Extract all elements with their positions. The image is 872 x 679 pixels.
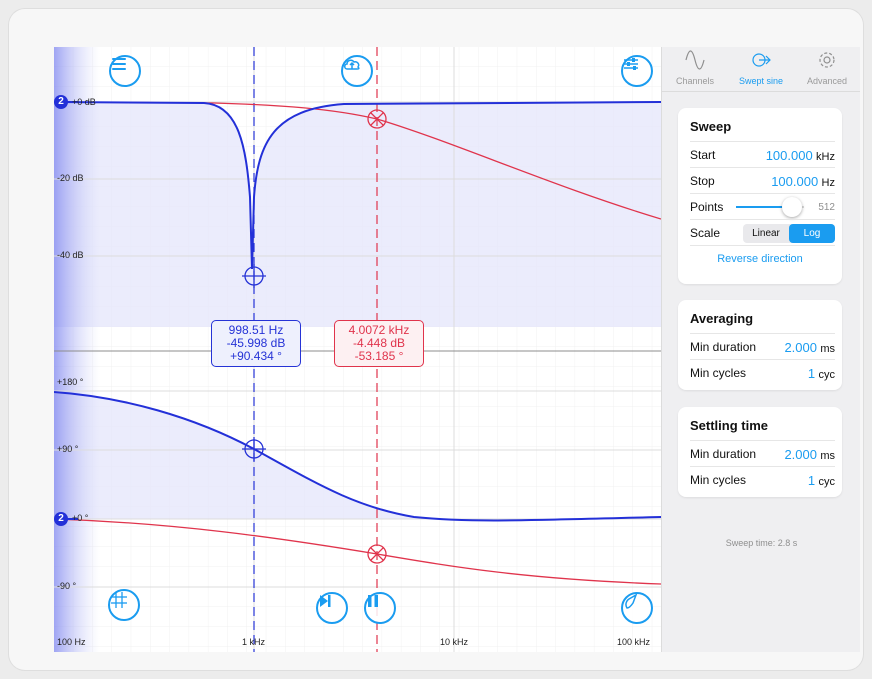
phase-fill xyxy=(54,392,661,521)
settling-card: Settling time Min duration 2.000 ms Min … xyxy=(678,407,842,497)
tab-advanced[interactable]: Advanced xyxy=(794,47,860,91)
cursor-blue-phase: +90.434 ° xyxy=(230,349,282,363)
menu-button[interactable] xyxy=(109,55,141,87)
sidebar-tabs: Channels Swept sine Advanced xyxy=(662,47,860,92)
channel-badge-mag[interactable]: 2 xyxy=(54,95,68,109)
step-play-button[interactable] xyxy=(316,592,348,624)
mag-label-40: -40 dB xyxy=(57,250,84,260)
scale-log-option[interactable]: Log xyxy=(789,224,835,243)
phase-label-90: +90 ° xyxy=(57,444,79,454)
probe-button[interactable] xyxy=(621,592,653,624)
tab-swept-sine-label: Swept sine xyxy=(738,76,784,86)
bode-plot[interactable]: +0 dB -20 dB -40 dB +180 ° +90 ° +0 ° -9… xyxy=(54,47,661,652)
magnitude-curve-blue xyxy=(54,101,661,270)
points-slider-knob[interactable] xyxy=(782,197,802,217)
cursor-blue-freq: 998.51 Hz xyxy=(228,323,284,337)
sweep-points-label: Points xyxy=(690,200,724,214)
sweep-points-row: Points 512 xyxy=(690,193,835,220)
channel-badge-phase[interactable]: 2 xyxy=(54,512,68,526)
cursor-marker-red-mag xyxy=(367,109,387,129)
cursor-marker-blue-phase xyxy=(242,437,266,461)
device-frame: +0 dB -20 dB -40 dB +180 ° +90 ° +0 ° -9… xyxy=(9,9,863,670)
cloud-upload-icon xyxy=(344,59,360,70)
settings-sidebar: Channels Swept sine Advanced Sweep Start… xyxy=(661,47,860,652)
settling-duration-row[interactable]: Min duration 2.000 ms xyxy=(690,440,835,467)
cursor-readout-blue[interactable]: 998.51 Hz -45.998 dB +90.434 ° xyxy=(211,320,301,367)
settling-duration-label: Min duration xyxy=(690,447,757,461)
freq-label-1khz: 1 kHz xyxy=(242,637,266,647)
points-slider-fill xyxy=(736,206,792,208)
freq-label-10khz: 10 kHz xyxy=(440,637,469,647)
averaging-title: Averaging xyxy=(690,311,754,326)
sweep-scale-row: Scale Linear Log xyxy=(690,219,835,246)
sweep-stop-row[interactable]: Stop 100.000 Hz xyxy=(690,167,835,194)
magnitude-fill xyxy=(54,102,661,327)
pause-icon xyxy=(368,595,378,607)
sweep-stop-value[interactable]: 100.000 Hz xyxy=(771,174,835,189)
sine-wave-icon xyxy=(685,50,705,70)
probe-icon xyxy=(625,594,638,609)
grid-icon xyxy=(111,592,127,608)
sweep-card: Sweep Start 100.000 kHz Stop 100.000 Hz … xyxy=(678,108,842,284)
mag-label-20: -20 dB xyxy=(57,173,84,183)
reverse-row: Reverse direction xyxy=(690,245,835,284)
averaging-duration-label: Min duration xyxy=(690,340,757,354)
reverse-direction-link[interactable]: Reverse direction xyxy=(717,253,803,265)
cursor-marker-red-phase xyxy=(367,544,387,564)
settling-duration-value[interactable]: 2.000 ms xyxy=(784,447,835,462)
pause-button[interactable] xyxy=(364,592,396,624)
phase-label-180: +180 ° xyxy=(57,377,84,387)
grid-button[interactable] xyxy=(108,589,140,621)
averaging-cycles-row[interactable]: Min cycles 1 cyc xyxy=(690,359,835,386)
sliders-icon xyxy=(624,58,638,70)
cursor-marker-blue-mag xyxy=(242,264,266,288)
averaging-duration-value[interactable]: 2.000 ms xyxy=(784,340,835,355)
sweep-title: Sweep xyxy=(690,119,732,134)
cloud-upload-button[interactable] xyxy=(341,55,373,87)
menu-icon xyxy=(112,58,126,70)
sweep-start-row[interactable]: Start 100.000 kHz xyxy=(690,141,835,168)
settling-cycles-label: Min cycles xyxy=(690,473,747,487)
plot-canvas xyxy=(54,47,661,652)
scale-segmented-control: Linear Log xyxy=(743,224,835,243)
magnitude-curve-red xyxy=(54,101,661,220)
freq-label-100hz: 100 Hz xyxy=(57,637,86,647)
tab-channels[interactable]: Channels xyxy=(662,47,728,91)
averaging-cycles-label: Min cycles xyxy=(690,366,747,380)
sweep-start-label: Start xyxy=(690,148,716,162)
sweep-points-value: 512 xyxy=(818,202,835,213)
cursor-blue-mag: -45.998 dB xyxy=(226,336,286,350)
phase-label-0: +0 ° xyxy=(72,513,89,523)
cursor-red-freq: 4.0072 kHz xyxy=(348,323,410,337)
phase-label-minus90: -90 ° xyxy=(57,581,77,591)
settings-sliders-button[interactable] xyxy=(621,55,653,87)
swept-sine-icon xyxy=(752,53,771,67)
scale-linear-option[interactable]: Linear xyxy=(752,228,780,239)
gear-icon xyxy=(819,52,835,68)
sweep-stop-label: Stop xyxy=(690,174,715,188)
mag-label-0: +0 dB xyxy=(72,97,96,107)
cursor-red-phase: -53.185 ° xyxy=(354,349,404,363)
tab-advanced-label: Advanced xyxy=(806,76,848,86)
settling-cycles-value[interactable]: 1 cyc xyxy=(807,473,835,488)
app-screen: +0 dB -20 dB -40 dB +180 ° +90 ° +0 ° -9… xyxy=(54,47,860,652)
sweep-start-value[interactable]: 100.000 kHz xyxy=(765,148,835,163)
play-step-icon xyxy=(320,595,331,607)
settling-cycles-row[interactable]: Min cycles 1 cyc xyxy=(690,466,835,493)
settling-title: Settling time xyxy=(690,418,769,433)
averaging-duration-row[interactable]: Min duration 2.000 ms xyxy=(690,333,835,360)
cursor-readout-red[interactable]: 4.0072 kHz -4.448 dB -53.185 ° xyxy=(334,320,424,367)
tab-swept-sine[interactable]: Swept sine xyxy=(728,47,794,91)
sweep-scale-label: Scale xyxy=(690,226,721,240)
sweep-time-label: Sweep time: 2.8 s xyxy=(725,538,798,548)
phase-curve-blue xyxy=(54,391,661,522)
tab-channels-label: Channels xyxy=(675,76,715,86)
averaging-cycles-value[interactable]: 1 cyc xyxy=(807,366,835,381)
freq-label-100khz: 100 kHz xyxy=(617,637,651,647)
averaging-card: Averaging Min duration 2.000 ms Min cycl… xyxy=(678,300,842,390)
cursor-red-mag: -4.448 dB xyxy=(352,336,406,350)
